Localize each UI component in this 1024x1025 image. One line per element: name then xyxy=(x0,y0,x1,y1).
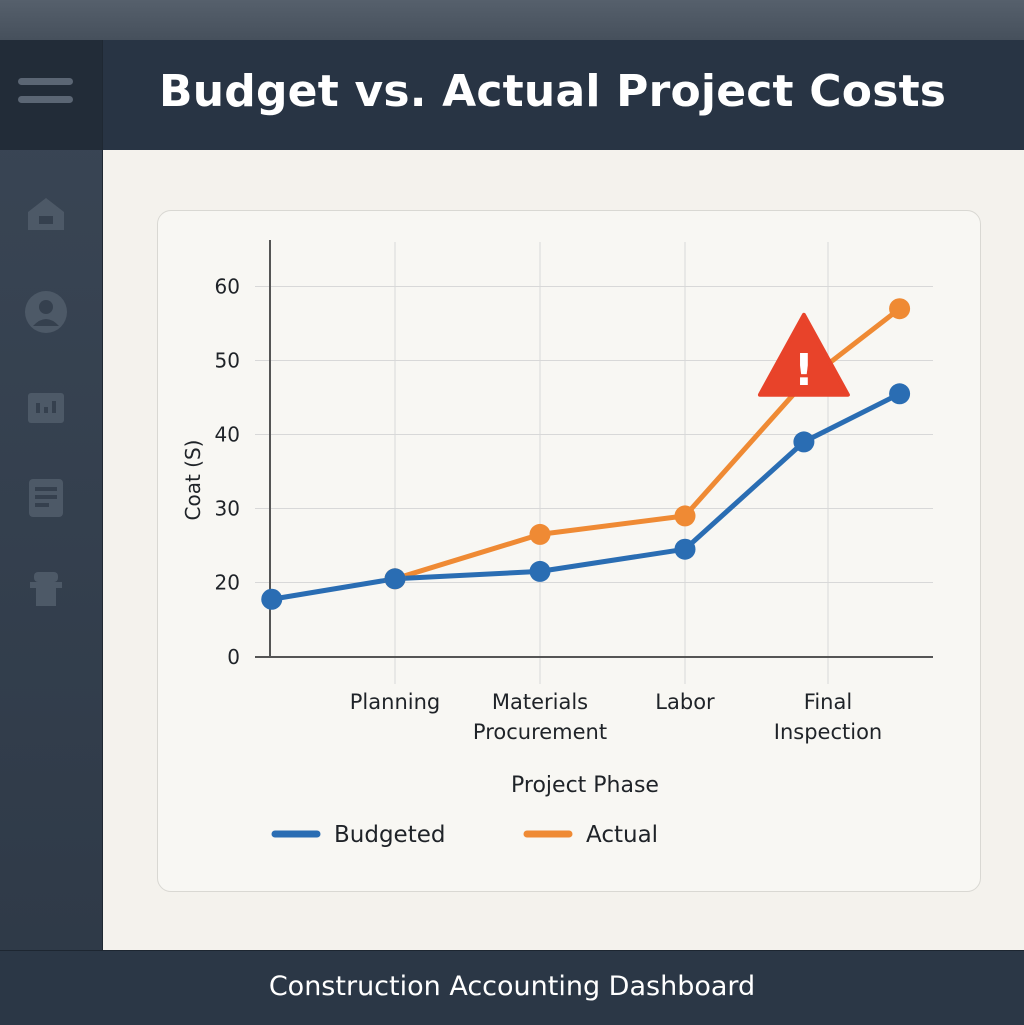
legend-label: Actual xyxy=(586,822,658,848)
x-tick-label: Labor xyxy=(655,690,715,714)
x-tick-label: Procurement xyxy=(473,720,607,744)
series-line-budgeted xyxy=(269,391,903,602)
sidebar-item-workers[interactable] xyxy=(22,564,70,612)
data-point-budgeted xyxy=(261,588,283,610)
legend-label: Budgeted xyxy=(334,822,445,848)
worker-icon xyxy=(30,572,62,606)
x-tick-label: Inspection xyxy=(774,720,882,744)
warning-icon-symbol: ! xyxy=(794,345,814,396)
data-point-actual xyxy=(529,523,551,545)
y-tick-label: 20 xyxy=(215,571,240,595)
menu-icon-bar xyxy=(18,96,73,103)
sidebar xyxy=(0,40,103,950)
chart-card xyxy=(157,210,981,892)
data-point-budgeted xyxy=(889,383,911,405)
document-icon xyxy=(29,479,63,517)
x-tick-label: Final xyxy=(804,690,852,714)
main-content xyxy=(103,150,1024,950)
data-point-budgeted xyxy=(384,568,406,590)
x-tick-label: Planning xyxy=(350,690,440,714)
y-axis-label: Coat (S) xyxy=(181,440,205,521)
y-tick-label: 60 xyxy=(215,275,240,299)
footer-text: Construction Accounting Dashboard xyxy=(268,971,756,1002)
menu-button[interactable] xyxy=(0,40,102,150)
header: Budget vs. Actual Project Costs xyxy=(103,40,1024,150)
data-point-budgeted xyxy=(529,560,551,582)
page-title: Budget vs. Actual Project Costs xyxy=(159,66,947,117)
sidebar-item-home[interactable] xyxy=(22,190,70,238)
y-tick-label: 30 xyxy=(215,497,240,521)
y-tick-label: 0 xyxy=(227,645,240,669)
menu-icon xyxy=(18,78,73,85)
warning-icon xyxy=(757,312,850,397)
y-tick-label: 50 xyxy=(215,349,240,373)
x-tick-label: Materials xyxy=(492,690,588,714)
footer: Construction Accounting Dashboard xyxy=(0,950,1024,1025)
top-strip xyxy=(0,0,1024,40)
user-icon xyxy=(25,291,67,333)
data-point-budgeted xyxy=(793,431,815,453)
chart-icon xyxy=(28,393,64,423)
sidebar-item-documents[interactable] xyxy=(22,473,70,521)
x-axis-label: Project Phase xyxy=(511,773,659,798)
line-chart: 0 20 30 40 50 60 Coat (S) Planning Materials Proc… xyxy=(181,240,933,848)
home-icon xyxy=(28,198,64,230)
data-point-actual xyxy=(674,505,696,527)
data-point-budgeted xyxy=(674,538,696,560)
data-point-actual xyxy=(889,298,911,320)
sidebar-item-reports[interactable] xyxy=(22,383,70,431)
sidebar-item-profile[interactable] xyxy=(22,288,70,336)
y-tick-label: 40 xyxy=(215,423,240,447)
